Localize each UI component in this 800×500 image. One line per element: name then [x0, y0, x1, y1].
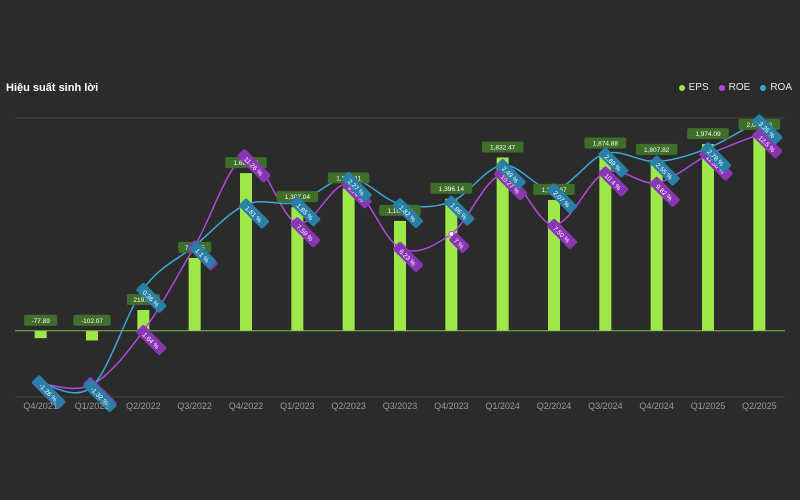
x-tick-label: Q3/2022	[177, 401, 212, 411]
chart-title: Hiệu suất sinh lời	[6, 82, 99, 94]
roa-label-bg	[649, 155, 680, 186]
roe-label-bg	[494, 167, 528, 201]
eps-bar	[445, 198, 458, 331]
eps-label: 1,974.09	[695, 131, 721, 138]
eps-bar	[86, 330, 98, 341]
x-tick-label: Q2/2022	[126, 401, 161, 411]
roe-label-bg	[598, 166, 629, 197]
legend-roa-label: ROA	[770, 82, 792, 93]
legend-eps[interactable]: EPS	[678, 82, 709, 93]
eps-label-bg	[24, 314, 58, 326]
eps-bar	[650, 159, 663, 331]
eps-label-bg	[687, 128, 729, 140]
roe-label-bg	[290, 217, 321, 248]
roa-label-bg	[290, 196, 321, 227]
roa-label-bg	[598, 147, 629, 178]
x-tick-label: Q1/2022	[75, 401, 110, 411]
eps-label: 1,832.47	[490, 144, 516, 151]
legend-eps-label: EPS	[688, 82, 709, 93]
legend-eps-marker	[678, 84, 685, 91]
x-tick-label: Q1/2024	[485, 401, 520, 411]
x-tick-label: Q2/2024	[537, 401, 572, 411]
eps-bar	[702, 144, 714, 331]
legend-roa[interactable]: ROA	[760, 82, 792, 93]
x-tick-label: Q4/2021	[23, 401, 58, 411]
roa-label-bg	[752, 114, 783, 145]
roa-label-bg	[547, 183, 577, 214]
eps-label: 1,396.14	[439, 186, 465, 193]
legend: EPS ROE ROA	[678, 82, 792, 93]
roe-label-bg	[237, 149, 271, 183]
legend-roe[interactable]: ROE	[718, 82, 751, 93]
roe-label-bg	[649, 176, 680, 207]
roe-label-bg	[752, 128, 783, 159]
eps-bar	[599, 153, 612, 331]
eps-label: 1,807.82	[644, 147, 670, 154]
roa-label-bg	[239, 198, 269, 229]
eps-bar	[240, 173, 252, 331]
roa-label-bg	[341, 171, 372, 202]
roe-label-bg	[547, 218, 577, 249]
eps-bar	[34, 330, 47, 339]
eps-bar	[496, 157, 509, 331]
eps-label: -77.89	[31, 318, 50, 325]
eps-label: 219.75	[133, 297, 153, 304]
x-tick-label: Q3/2023	[383, 401, 418, 411]
legend-roe-label: ROE	[728, 82, 751, 93]
roe-label: 1.64 %	[136, 325, 167, 355]
roa-label-bg	[189, 241, 216, 269]
roe-label-bg	[136, 325, 167, 355]
x-tick-label: Q3/2024	[588, 401, 623, 411]
roe-label-bg	[393, 241, 423, 272]
roa-label-bg	[136, 282, 167, 313]
x-tick-label: Q2/2023	[331, 401, 366, 411]
roa-label-bg	[495, 159, 526, 190]
legend-roe-marker	[718, 84, 725, 91]
eps-label-bg	[584, 137, 627, 149]
x-tick-label: Q1/2025	[691, 401, 726, 411]
roa-label-bg	[393, 198, 423, 228]
eps-bar	[394, 220, 406, 331]
x-tick-label: Q2/2025	[742, 401, 777, 411]
eps-label: 1,874.88	[593, 140, 619, 147]
x-tick-label: Q1/2023	[280, 401, 315, 411]
eps-label-bg	[73, 314, 111, 326]
eps-label-bg	[635, 143, 678, 155]
eps-label-bg	[481, 141, 524, 153]
eps-label-bg	[430, 182, 473, 194]
roa-label-bg	[444, 195, 475, 226]
legend-roa-marker	[760, 84, 767, 91]
x-tick-label: Q4/2024	[639, 401, 674, 411]
x-tick-label: Q4/2022	[229, 401, 264, 411]
roe-label-bg	[449, 232, 470, 254]
roa-label-bg	[32, 375, 66, 409]
eps-label: -102.07	[81, 318, 103, 325]
eps-bar	[753, 134, 766, 331]
roa-label-bg	[83, 378, 117, 413]
x-tick-label: Q4/2023	[434, 401, 469, 411]
roe-point	[448, 230, 455, 237]
eps-bar	[291, 207, 304, 331]
eps-bar	[342, 188, 355, 331]
eps-bar	[188, 257, 201, 331]
roa-label-bg	[701, 142, 731, 173]
